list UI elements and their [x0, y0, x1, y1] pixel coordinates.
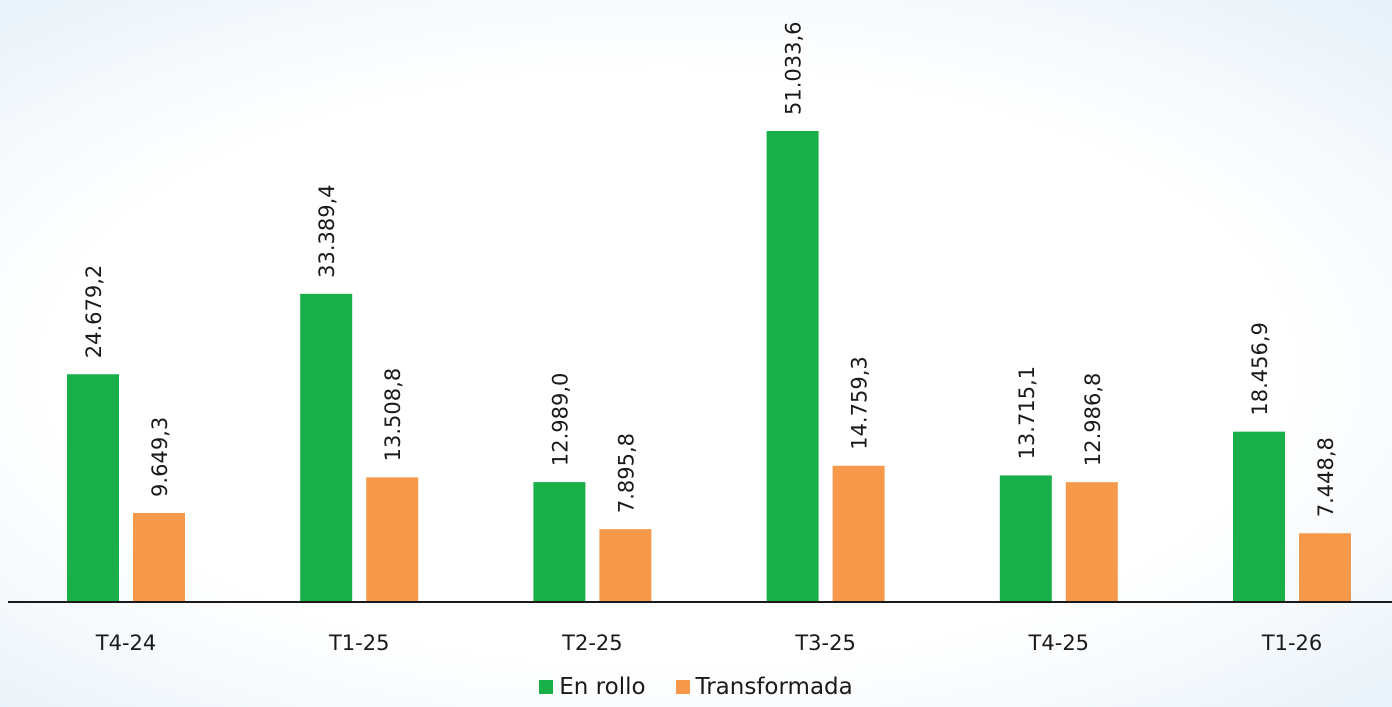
- x-tick-label-t1-25: T1-25: [328, 631, 390, 655]
- bar-transformada-t1-25: [366, 477, 419, 602]
- value-label-en-rollo-t4-25: 13.715,1: [1015, 366, 1039, 460]
- bar-transformada-t3-25: [832, 465, 885, 602]
- value-label-en-rollo-t4-24: 24.679,2: [82, 265, 106, 359]
- x-tick-label-t1-26: T1-26: [1261, 631, 1323, 655]
- legend-item-en-rollo: En rollo: [539, 674, 646, 700]
- value-label-transformada-t2-25: 7.895,8: [614, 433, 638, 513]
- x-tick-label-t3-25: T3-25: [794, 631, 856, 655]
- legend-item-transformada: Transformada: [675, 674, 853, 700]
- legend-label-transformada: Transformada: [695, 674, 853, 700]
- bar-transformada-t2-25: [599, 529, 652, 602]
- legend-swatch-transformada: [675, 680, 690, 694]
- legend-label-en-rollo: En rollo: [559, 674, 646, 700]
- bar-en-rollo-t1-25: [300, 293, 353, 602]
- value-label-transformada-t3-25: 14.759,3: [848, 356, 872, 450]
- value-label-transformada-t1-25: 13.508,8: [381, 368, 405, 462]
- value-label-en-rollo-t2-25: 12.989,0: [548, 373, 572, 467]
- bar-en-rollo-t3-25: [766, 131, 819, 602]
- bar-en-rollo-t4-24: [67, 374, 119, 602]
- bar-transformada-t4-25: [1065, 482, 1118, 602]
- bars-group: [67, 131, 1351, 602]
- bar-transformada-t4-24: [133, 512, 185, 602]
- x-tick-label-t4-25: T4-25: [1028, 631, 1090, 655]
- value-labels-group: 24.679,2 9.649,3 33.389,4 13.508,8 12.989,0 7…: [82, 21, 1338, 517]
- value-label-transformada-t4-25: 12.986,8: [1081, 373, 1105, 467]
- bar-transformada-t1-26: [1299, 533, 1351, 602]
- x-tick-label-t4-24: T4-24: [95, 631, 157, 655]
- legend-swatch-en-rollo: [539, 680, 554, 694]
- value-label-en-rollo-t1-25: 33.389,4: [315, 184, 339, 278]
- x-tick-label-t2-25: T2-25: [561, 631, 623, 655]
- bar-en-rollo-t2-25: [533, 482, 586, 602]
- bar-en-rollo-t1-26: [1233, 431, 1285, 602]
- value-label-transformada-t1-26: 7.448,8: [1314, 437, 1338, 517]
- x-tick-labels-group: T4-24 T1-25 T2-25 T3-25 T4-25 T1-26: [95, 631, 1323, 655]
- value-label-en-rollo-t1-26: 18.456,9: [1248, 322, 1272, 416]
- legend: En rollo Transformada: [0, 674, 1392, 700]
- value-label-en-rollo-t3-25: 51.033,6: [782, 21, 806, 115]
- value-label-transformada-t4-24: 9.649,3: [148, 417, 172, 497]
- bar-en-rollo-t4-25: [999, 475, 1052, 602]
